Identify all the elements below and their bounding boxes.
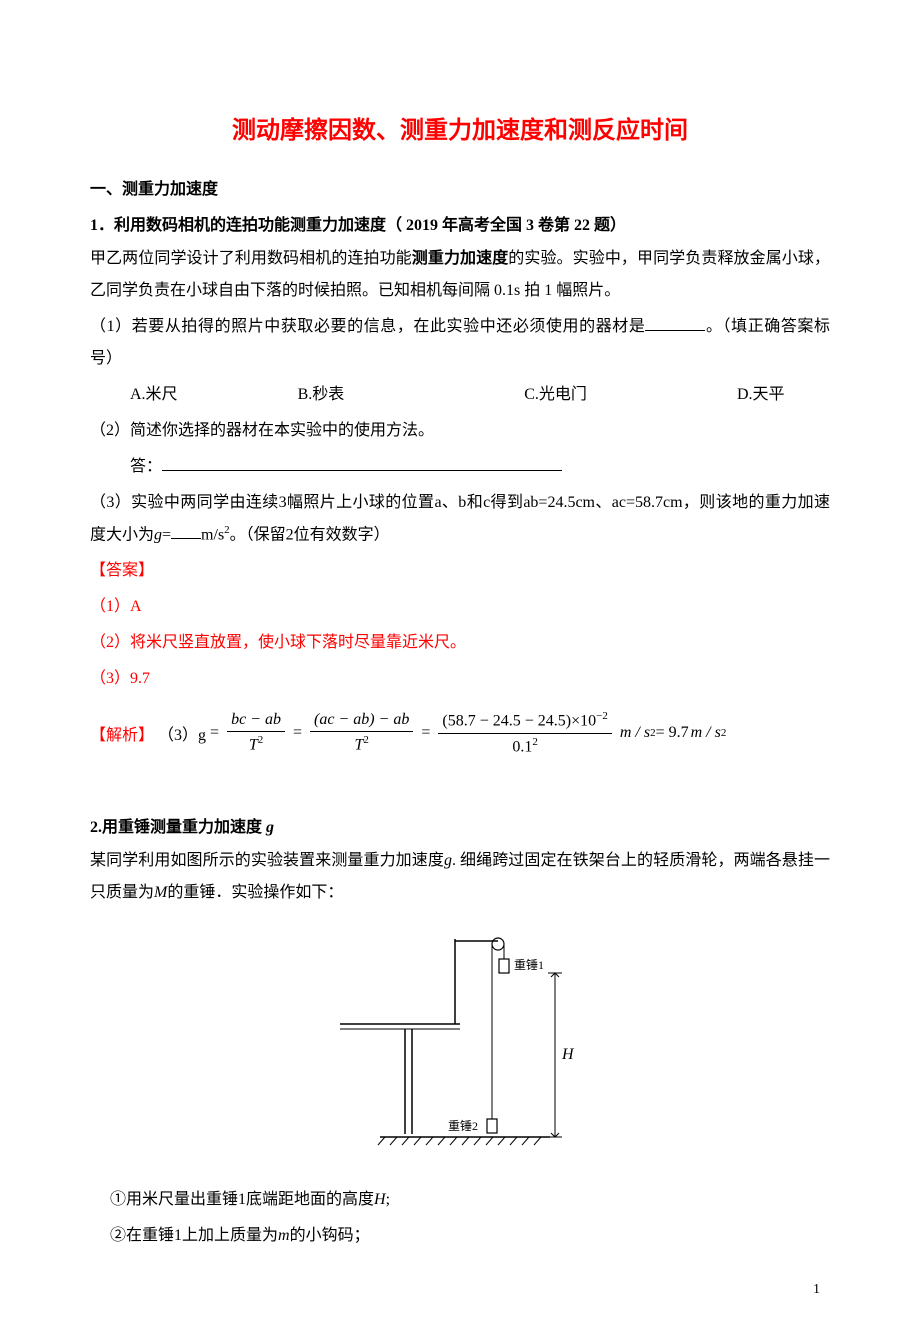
answer-3: （3）9.7 <box>90 663 830 695</box>
frac2-num: (ac − ab) − ab <box>314 711 409 728</box>
unit-b: m / s <box>691 724 721 742</box>
q1-part2-answer-blank: 答： <box>130 451 830 483</box>
spacer <box>90 771 830 801</box>
var-m: m <box>278 1227 290 1244</box>
option-c: C.光电门 <box>524 379 587 411</box>
frac3-den: 0.1 <box>512 738 532 755</box>
q2-step2-a: ②在重锤1上加上质量为 <box>110 1227 278 1244</box>
var-g: g <box>154 526 162 543</box>
sup-ms2-b: 2 <box>721 727 727 739</box>
q2-intro: 某同学利用如图所示的实验装置来测量重力加速度g. 细绳跨过固定在铁架台上的轻质滑… <box>90 845 830 909</box>
answer-heading: 【答案】 <box>90 555 830 587</box>
q1-options: A.米尺 B.秒表 C.光电门 D.天平 <box>130 379 830 411</box>
page-title: 测动摩擦因数、测重力加速度和测反应时间 <box>90 110 830 145</box>
q1-p3-d: 。（保留2位有效数字） <box>230 526 390 543</box>
blank-instrument <box>645 330 705 331</box>
var-h: H <box>374 1191 386 1208</box>
frac1-num: bc − ab <box>231 711 281 728</box>
answer-label: 答： <box>130 458 162 475</box>
frac-1: bc − ab T2 <box>227 711 285 754</box>
blank-g-value <box>171 538 201 539</box>
option-a: A.米尺 <box>130 379 178 411</box>
expl-label: 【解析】 <box>90 721 154 745</box>
q2-diagram: 重锤1 重锤2 H <box>90 929 830 1164</box>
label-h: H <box>561 1046 575 1063</box>
eq-1: = <box>210 724 219 742</box>
expl-prefix: （3）g <box>158 721 206 745</box>
var-g2: g <box>444 852 452 869</box>
frac-3: (58.7 − 24.5 − 24.5)×10−2 0.12 <box>438 710 611 756</box>
blank-method <box>162 452 562 471</box>
q2-step1: ①用米尺量出重锤1底端距地面的高度H; <box>110 1184 830 1216</box>
q2-step1-a: ①用米尺量出重锤1底端距地面的高度 <box>110 1191 374 1208</box>
answer-2: （2）将米尺竖直放置，使小球下落时尽量靠近米尺。 <box>90 627 830 659</box>
sup-t2-a: 2 <box>258 734 264 746</box>
q2-step1-b: ; <box>386 1191 390 1208</box>
q1-explanation: 【解析】 （3）g = bc − ab T2 = (ac − ab) − ab … <box>90 710 830 756</box>
frac-2: (ac − ab) − ab T2 <box>310 711 413 754</box>
page: 测动摩擦因数、测重力加速度和测反应时间 一、测重力加速度 1．利用数码相机的连拍… <box>0 0 920 1338</box>
frac3-num: (58.7 − 24.5 − 24.5)×10 <box>442 713 596 730</box>
option-d: D.天平 <box>737 379 785 411</box>
eq-2: = <box>293 724 302 742</box>
q1-heading: 1．利用数码相机的连拍功能测重力加速度（ 2019 年高考全国 3 卷第 22 … <box>90 211 830 235</box>
q1-part3: （3）实验中两同学由连续3幅照片上小球的位置a、b和c得到ab=24.5cm、a… <box>90 487 830 551</box>
sup-01-2: 2 <box>532 736 538 748</box>
section-1-heading: 一、测重力加速度 <box>90 175 830 199</box>
q1-p3-b: = <box>162 526 171 543</box>
apparatus-svg: 重锤1 重锤2 H <box>330 929 590 1159</box>
frac3-sup: −2 <box>596 710 608 722</box>
q1-part2: （2）简述你选择的器材在本实验中的使用方法。 <box>90 415 830 447</box>
q1-p3-c: m/s <box>201 526 224 543</box>
q2-heading-var: g <box>266 819 274 836</box>
page-number: 1 <box>90 1282 830 1298</box>
q1-p1-a: （1）若要从拍得的照片中获取必要的信息，在此实验中还必须使用的器材是 <box>90 318 645 335</box>
frac1-den: T <box>249 737 258 754</box>
sup-t2-b: 2 <box>363 734 369 746</box>
q2-step2: ②在重锤1上加上质量为m的小钩码； <box>110 1220 830 1252</box>
q1-intro-bold: 测重力加速度 <box>412 250 509 267</box>
q1-part1: （1）若要从拍得的照片中获取必要的信息，在此实验中还必须使用的器材是。（填正确答… <box>90 311 830 375</box>
eq-3: = <box>421 724 430 742</box>
label-weight2: 重锤2 <box>448 1118 478 1133</box>
q2-intro-c: 的重锤．实验操作如下： <box>167 884 343 901</box>
q1-intro-a: 甲乙两位同学设计了利用数码相机的连拍功能 <box>90 250 412 267</box>
q2-step2-b: 的小钩码； <box>290 1227 370 1244</box>
expl-result: = 9.7 <box>656 724 689 742</box>
var-m-cap: M <box>154 884 167 901</box>
q2-heading: 2.用重锤测量重力加速度 g <box>90 813 830 837</box>
answer-1: （1）A <box>90 591 830 623</box>
option-b: B.秒表 <box>298 379 345 411</box>
q2-intro-a: 某同学利用如图所示的实验装置来测量重力加速度 <box>90 852 444 869</box>
q1-intro: 甲乙两位同学设计了利用数码相机的连拍功能测重力加速度的实验。实验中，甲同学负责释… <box>90 243 830 307</box>
q2-heading-text: 2.用重锤测量重力加速度 <box>90 819 266 836</box>
label-weight1: 重锤1 <box>514 957 544 972</box>
unit-a: m / s <box>620 724 650 742</box>
